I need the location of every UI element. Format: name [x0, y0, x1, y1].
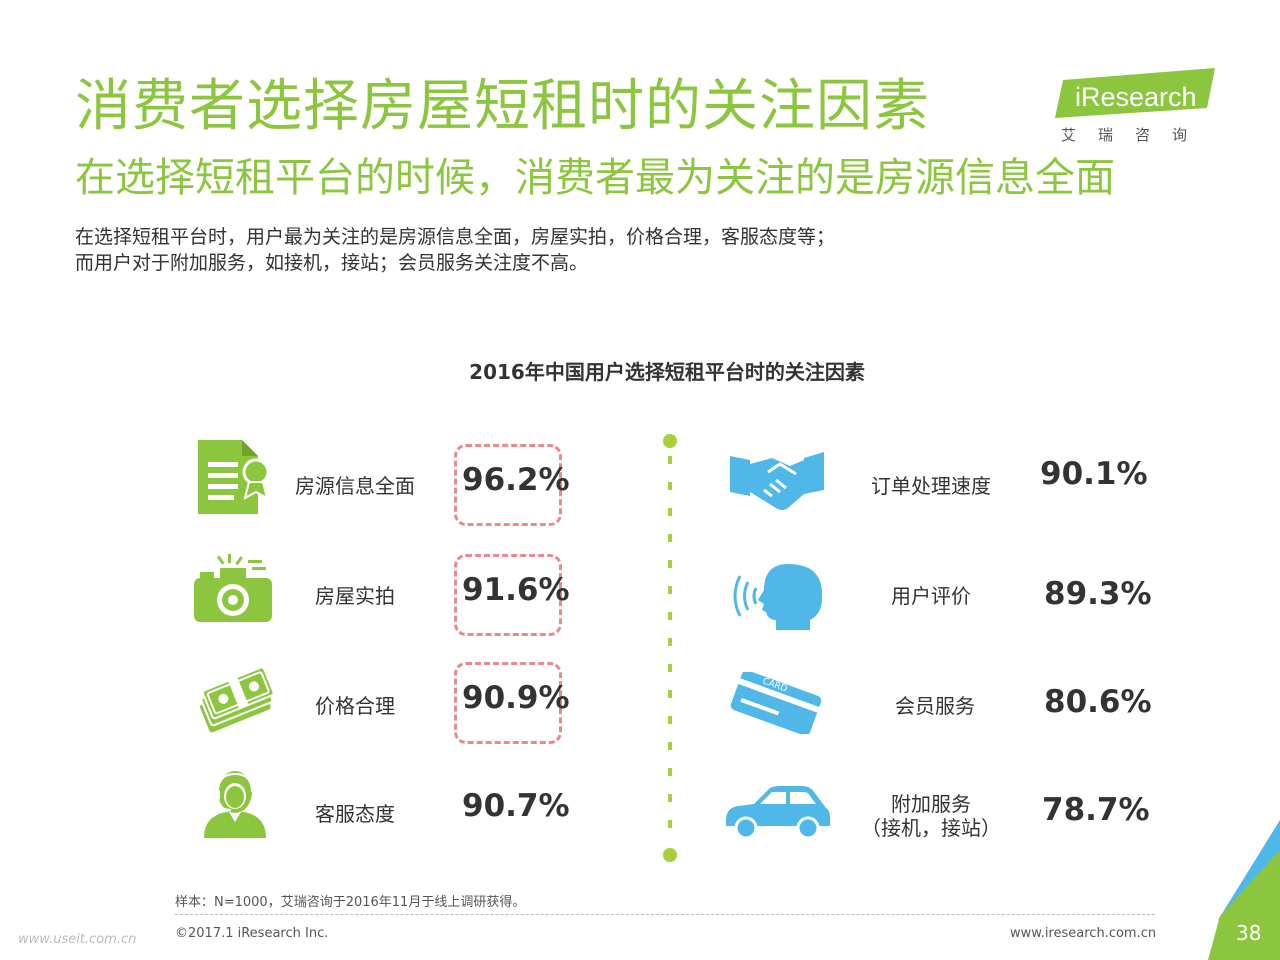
factor-label: 会员服务	[895, 694, 975, 718]
factor-value: 90.9%	[462, 680, 570, 716]
handshake-icon	[730, 450, 824, 512]
description-line-1: 在选择短租平台时，用户最为关注的是房源信息全面，房屋实拍，价格合理，客服态度等；	[75, 226, 836, 248]
factor-value: 96.2%	[462, 462, 570, 498]
card-icon: CARD	[728, 672, 824, 734]
factor-label: 房源信息全面	[295, 474, 415, 498]
highlight-box	[454, 444, 562, 526]
highlight-box	[454, 554, 562, 636]
logo-text: iResearch	[1075, 82, 1197, 112]
factor-label: 价格合理	[315, 694, 395, 718]
factor-value: 90.1%	[1040, 456, 1148, 492]
factor-label: 订单处理速度	[871, 474, 991, 498]
factor-value: 78.7%	[1042, 792, 1150, 828]
factor-label: 客服态度	[315, 802, 395, 826]
factor-label: 用户评价	[891, 584, 971, 608]
customer-service-icon	[200, 770, 270, 840]
chart-title: 2016年中国用户选择短租平台时的关注因素	[469, 360, 865, 384]
website-link[interactable]: www.iresearch.com.cn	[1010, 926, 1157, 941]
page-number: 38	[1236, 921, 1262, 945]
center-divider	[663, 434, 677, 862]
copyright: ©2017.1 iResearch Inc.	[175, 926, 329, 941]
iresearch-logo: iResearch 艾瑞咨询	[1055, 68, 1220, 148]
page-subtitle: 在选择短租平台的时候，消费者最为关注的是房源信息全面	[75, 155, 1115, 201]
factor-value: 91.6%	[462, 572, 570, 608]
factor-value: 80.6%	[1044, 684, 1152, 720]
document-certificate-icon	[192, 436, 272, 518]
page-title: 消费者选择房屋短租时的关注因素	[75, 74, 930, 139]
factor-label-sub: （接机，接站）	[861, 816, 1001, 840]
factor-label: 附加服务	[891, 792, 971, 816]
logo-subtext: 艾瑞咨询	[1061, 126, 1210, 144]
description: 在选择短租平台时，用户最为关注的是房源信息全面，房屋实拍，价格合理，客服态度等；…	[75, 224, 835, 276]
factor-value: 89.3%	[1044, 576, 1152, 612]
corner-decoration	[1208, 820, 1280, 960]
description-line-2: 而用户对于附加服务，如接机，接站；会员服务关注度不高。	[75, 252, 589, 274]
logo-banner-icon	[1055, 68, 1215, 118]
watermark: www.useit.com.cn	[18, 932, 137, 947]
camera-icon	[192, 554, 276, 626]
factor-label: 房屋实拍	[315, 584, 395, 608]
highlight-box	[454, 662, 562, 744]
sample-note: 样本：N=1000，艾瑞咨询于2016年11月于线上调研获得。	[175, 895, 526, 910]
footer-divider	[175, 914, 1155, 915]
speaking-head-icon	[730, 562, 826, 630]
car-icon	[722, 784, 830, 838]
money-stack-icon	[192, 668, 276, 734]
factor-value: 90.7%	[462, 788, 570, 824]
